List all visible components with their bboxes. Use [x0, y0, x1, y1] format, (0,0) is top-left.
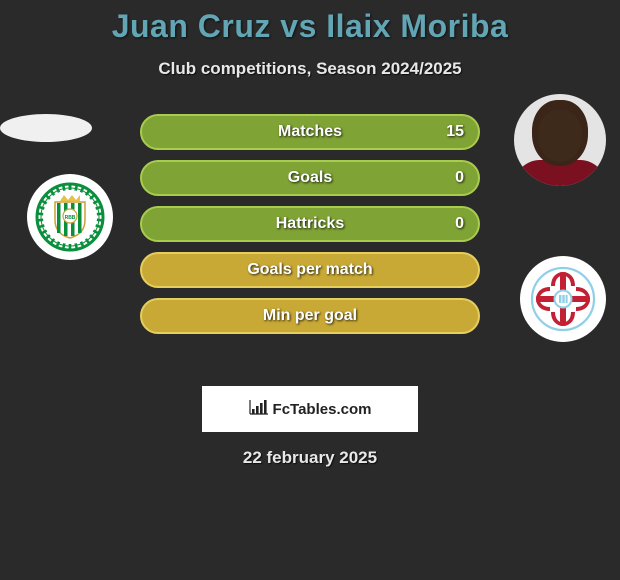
- stat-bar-label: Matches: [142, 123, 478, 141]
- club-left-monogram: RBB: [65, 215, 76, 221]
- stat-bar: Goals per match: [140, 252, 480, 288]
- comparison-subtitle: Club competitions, Season 2024/2025: [0, 59, 620, 79]
- stat-bar-label: Min per goal: [142, 307, 478, 325]
- attribution-box: FcTables.com: [202, 386, 418, 432]
- celta-crest-icon: [528, 264, 598, 334]
- stat-bar-value: 15: [446, 123, 464, 141]
- stat-bar-label: Goals: [142, 169, 478, 187]
- stat-bar: Hattricks0: [140, 206, 480, 242]
- stat-bar: Min per goal: [140, 298, 480, 334]
- stat-bar-value: 0: [455, 215, 464, 233]
- stat-bar-label: Goals per match: [142, 261, 478, 279]
- club-right-logo: [520, 256, 606, 342]
- player-left-photo: [0, 114, 92, 142]
- bar-chart-icon: [249, 399, 269, 419]
- club-left-logo: RBB: [27, 174, 113, 260]
- player-right-photo: [514, 94, 606, 186]
- stat-bar-value: 0: [455, 169, 464, 187]
- comparison-title: Juan Cruz vs Ilaix Moriba: [0, 0, 620, 45]
- stat-bar-label: Hattricks: [142, 215, 478, 233]
- comparison-body: RBB: [0, 114, 620, 374]
- attribution-text: FcTables.com: [273, 401, 372, 418]
- stat-bar: Goals0: [140, 160, 480, 196]
- stat-bar: Matches15: [140, 114, 480, 150]
- betis-crest-icon: RBB: [35, 182, 105, 252]
- stat-bars: Matches15Goals0Hattricks0Goals per match…: [140, 114, 480, 344]
- date-text: 22 february 2025: [0, 448, 620, 468]
